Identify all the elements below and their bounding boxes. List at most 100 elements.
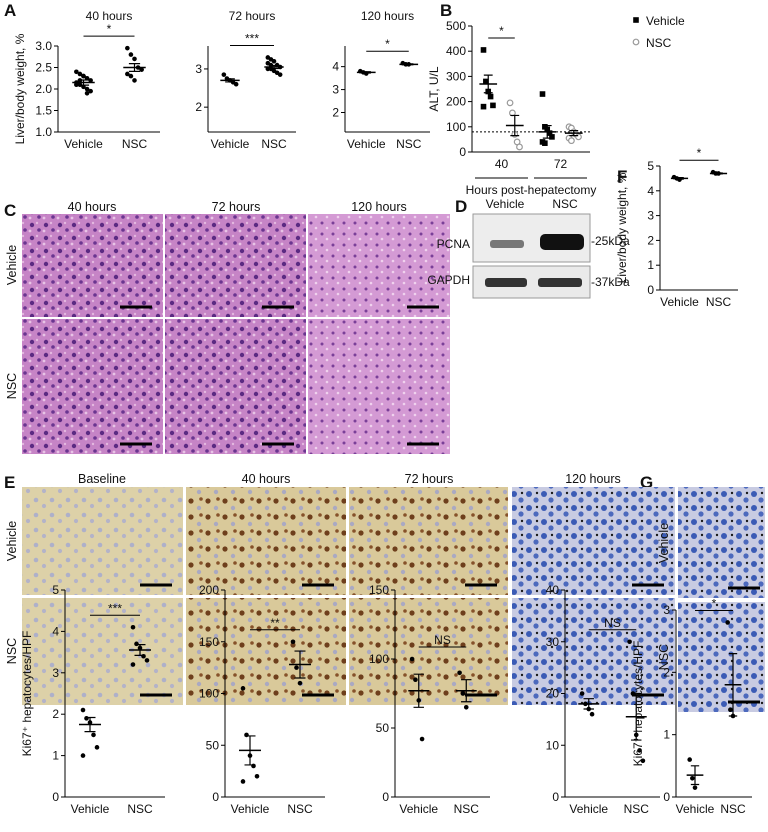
x-tick-label: NSC [122,137,148,151]
error-bar [84,716,96,733]
band [538,278,582,287]
size-marker: -37kDa [591,275,630,289]
row-label: GAPDH [427,273,470,287]
micrograph [678,487,765,598]
error-bar [128,63,141,72]
y-tick-label: 100 [199,687,219,701]
error-bar [134,644,146,657]
error-bar [404,63,414,66]
chart-title: 72 hours [229,9,276,23]
x-tick-label: NSC [261,137,287,151]
y-tick-label: 0 [647,283,654,297]
error-bar [542,124,552,139]
data-point [128,52,134,57]
data-point [132,78,137,83]
y-tick-label: 3.0 [35,39,52,53]
data-point [294,665,299,670]
row-label: Vehicle [5,521,19,561]
data-point [84,716,89,721]
he-images: 40 hours 72 hours 120 hours Vehicle NSC [5,200,450,454]
data-point [144,658,150,663]
band [490,240,524,248]
blot [472,213,591,263]
data-point [546,130,553,136]
y-tick-label: 4 [647,184,654,198]
chart-title: 40 hours [86,9,133,23]
error-bar [714,172,723,175]
y-tick-label: 50 [376,721,390,735]
data-point [409,656,415,662]
error-bar [361,71,371,74]
y-tick-label: 20 [546,687,560,701]
data-point [240,779,246,784]
data-point [94,745,100,750]
ihc-images: Baseline 40 hours 72 hours 120 hours Veh… [5,472,675,705]
micrograph [22,214,163,317]
error-bar [510,114,520,137]
error-bar [294,650,306,679]
data-point [290,639,296,645]
error-bar [244,735,256,766]
data-point [233,81,239,87]
significance-label: NS [434,633,451,647]
x-tick-label: NSC [127,802,153,816]
x-tick-label: NSC [624,802,650,816]
x-tick-label: Vehicle [347,137,386,151]
x-tick-label: Vehicle [71,802,110,816]
row-label: Vehicle [657,523,671,563]
y-tick-label: 400 [446,44,466,58]
error-bar [631,692,642,741]
y-tick-label: 200 [199,583,219,597]
row-label: NSC [657,644,671,670]
y-tick-label: 3 [332,83,339,97]
y-tick-label: 200 [446,95,466,109]
x-tick-label: Vehicle [211,137,250,151]
x-tick-label: Vehicle [231,802,270,816]
y-tick-label: 2 [332,106,339,120]
data-point [88,88,93,94]
y-tick-label: 4 [52,624,59,638]
data-point [125,71,130,77]
data-point [516,143,523,151]
y-tick-label: 1 [647,258,654,272]
error-bar [728,653,738,717]
significance-label: ** [270,616,280,630]
y-tick-label: 40 [546,583,560,597]
column-label: 40 hours [242,472,291,486]
panel-letter: E [4,473,15,492]
data-point [132,56,137,62]
data-point [725,620,730,625]
error-bar [583,698,594,710]
y-tick-label: 2.0 [35,82,52,96]
micrograph [22,598,183,705]
data-point [271,58,277,64]
data-point [490,102,496,109]
y-tick-label: 10 [546,738,560,752]
legend-label: Vehicle [646,14,685,28]
significance-label: * [697,146,702,160]
y-tick-label: 1.5 [35,104,52,118]
significance-label: * [499,24,504,38]
data-point [539,91,546,97]
error-bar [483,74,493,94]
data-point [632,38,640,46]
y-tick-label: 3 [663,603,670,617]
data-point [640,758,646,764]
micrograph [512,598,675,705]
significance-label: NS [604,616,621,630]
micrograph [349,487,508,595]
data-point [419,736,425,742]
y-tick-label: 3 [52,666,59,680]
data-point [542,140,548,146]
error-bar [225,78,235,83]
data-point [487,93,494,100]
column-label: NSC [552,197,578,211]
data-point [589,711,595,717]
x-tick-label: NSC [287,802,313,816]
micrograph [308,319,450,454]
column-label: Baseline [78,472,126,486]
row-label: PCNA [437,237,470,251]
data-point [240,686,246,691]
legend-label: NSC [646,36,672,50]
data-point [88,78,93,83]
